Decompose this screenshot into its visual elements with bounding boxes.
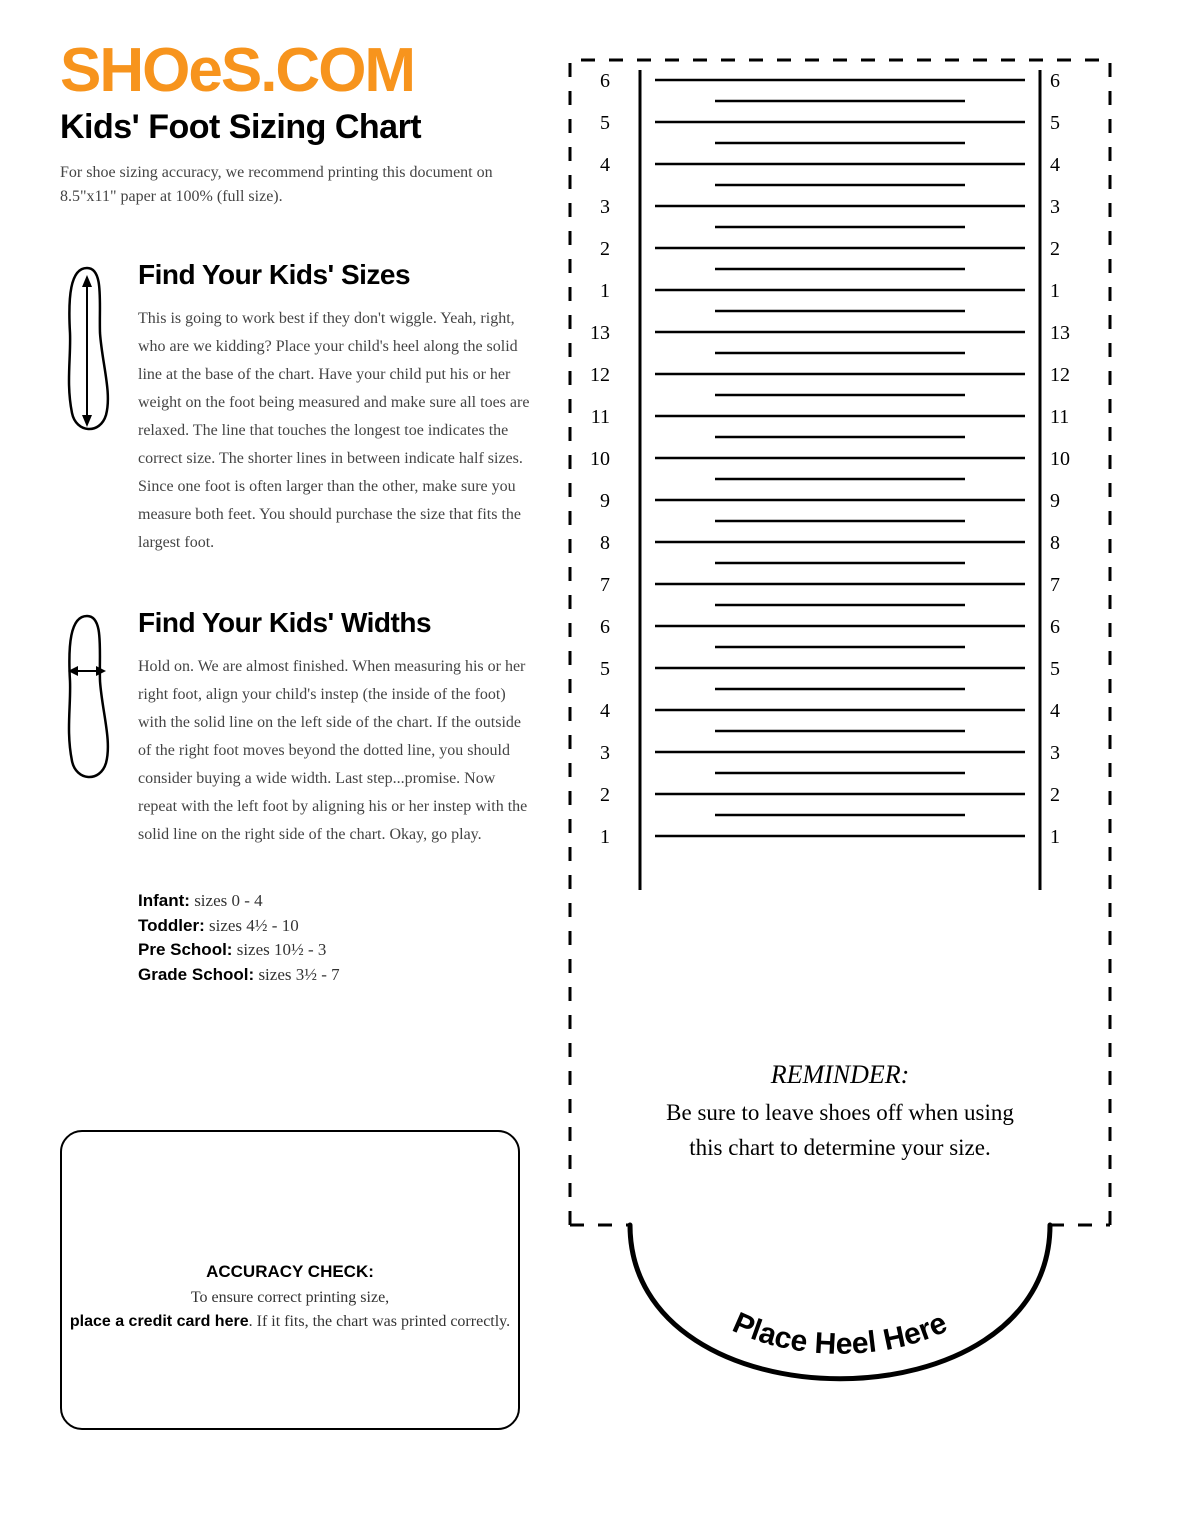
svg-text:1: 1 [600,280,610,302]
range-infant-label: Infant: [138,891,190,910]
svg-text:8: 8 [600,532,610,554]
svg-text:1: 1 [1050,280,1060,302]
accuracy-text: To ensure correct printing size, place a… [62,1286,518,1334]
svg-text:12: 12 [1050,364,1070,386]
svg-text:2: 2 [600,238,610,260]
svg-text:6: 6 [600,616,610,638]
place-heel-text: Place Heel Here [728,1306,952,1361]
reminder-box: REMINDER: Be sure to leave shoes off whe… [650,1060,1030,1165]
section-widths: Find Your Kids' Widths Hold on. We are a… [60,607,530,849]
section-widths-text: Hold on. We are almost finished. When me… [138,653,530,849]
svg-text:8: 8 [1050,532,1060,554]
svg-text:11: 11 [1050,406,1069,428]
svg-text:4: 4 [1050,154,1060,176]
svg-text:6: 6 [1050,70,1060,92]
svg-text:7: 7 [600,574,610,596]
reminder-text: Be sure to leave shoes off when using th… [650,1096,1030,1165]
section-sizes-text: This is going to work best if they don't… [138,305,530,557]
svg-text:10: 10 [590,448,610,470]
svg-text:9: 9 [600,490,610,512]
left-column: SHOeS.COM Kids' Foot Sizing Chart For sh… [60,40,530,988]
accuracy-title: ACCURACY CHECK: [62,1262,518,1282]
range-grade-label: Grade School: [138,965,254,984]
svg-text:5: 5 [1050,658,1060,680]
range-infant-val: sizes 0 - 4 [190,891,263,910]
intro-text: For shoe sizing accuracy, we recommend p… [60,161,530,209]
brand-logo: SHOeS.COM [60,40,530,102]
svg-text:7: 7 [1050,574,1060,596]
section-sizes: Find Your Kids' Sizes This is going to w… [60,259,530,557]
section-sizes-title: Find Your Kids' Sizes [138,259,530,291]
svg-text:5: 5 [1050,112,1060,134]
range-toddler-val: sizes 4½ - 10 [205,916,299,935]
page-title: Kids' Foot Sizing Chart [60,108,530,147]
svg-text:4: 4 [600,154,610,176]
svg-text:10: 10 [1050,448,1070,470]
svg-text:2: 2 [1050,238,1060,260]
svg-text:3: 3 [1050,742,1060,764]
svg-text:3: 3 [600,196,610,218]
svg-text:11: 11 [591,406,610,428]
svg-text:2: 2 [600,784,610,806]
range-preschool-label: Pre School: [138,940,232,959]
foot-chart: 6655443322111313121211111010998877665544… [560,50,1120,1490]
range-toddler-label: Toddler: [138,916,205,935]
svg-text:6: 6 [600,70,610,92]
svg-text:12: 12 [590,364,610,386]
range-preschool-val: sizes 10½ - 3 [232,940,326,959]
svg-text:1: 1 [1050,826,1060,848]
size-ranges: Infant: sizes 0 - 4 Toddler: sizes 4½ - … [138,889,530,988]
svg-text:3: 3 [600,742,610,764]
svg-text:6: 6 [1050,616,1060,638]
svg-text:2: 2 [1050,784,1060,806]
svg-text:13: 13 [590,322,610,344]
svg-text:9: 9 [1050,490,1060,512]
range-grade-val: sizes 3½ - 7 [254,965,339,984]
reminder-title: REMINDER: [650,1060,1030,1090]
svg-text:1: 1 [600,826,610,848]
section-widths-title: Find Your Kids' Widths [138,607,530,639]
svg-text:5: 5 [600,658,610,680]
shoe-length-icon [60,259,120,557]
svg-text:5: 5 [600,112,610,134]
shoe-width-icon [60,607,120,849]
svg-text:3: 3 [1050,196,1060,218]
accuracy-check-box: ACCURACY CHECK: To ensure correct printi… [60,1130,520,1430]
svg-text:4: 4 [600,700,610,722]
svg-text:4: 4 [1050,700,1060,722]
svg-text:13: 13 [1050,322,1070,344]
